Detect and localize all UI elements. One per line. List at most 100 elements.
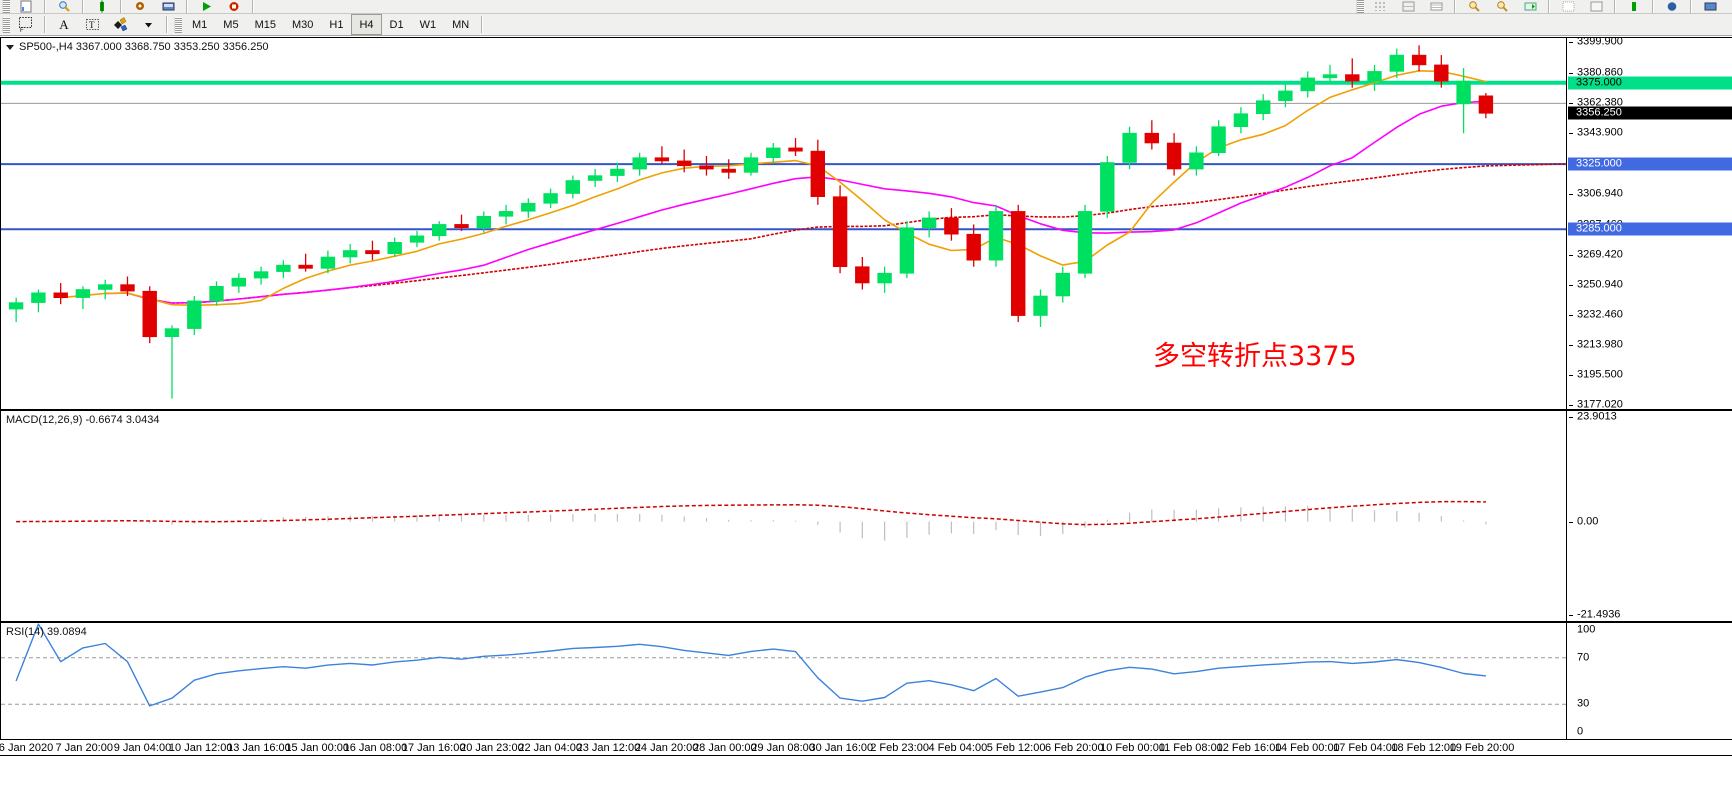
- crosshair-icon[interactable]: F: [12, 14, 40, 35]
- price-pane[interactable]: SP500-,H4 3367.000 3368.750 3353.250 335…: [0, 35, 1732, 411]
- timeframe-h1[interactable]: H1: [329, 18, 344, 31]
- collapse-arrow-icon[interactable]: [6, 44, 14, 50]
- price-scale-label: 3399.900: [1577, 35, 1623, 48]
- ohlc-icon[interactable]: [1422, 0, 1450, 13]
- price-scale-tick: [1569, 133, 1573, 135]
- stop-icon[interactable]: [220, 0, 248, 13]
- rsi-pane[interactable]: RSI(14) 39.0894 100 70 30 0: [0, 622, 1732, 740]
- bar-chart-icon[interactable]: [88, 0, 116, 13]
- macd-scale-tick: [1569, 521, 1573, 523]
- macd-scale: 23.9013 0.00 -21.4936: [1568, 411, 1732, 621]
- chart-annotation-text: 多空转折点3375: [1153, 341, 1357, 372]
- price-scale-tick: [1569, 344, 1573, 346]
- toolbar-top-row[interactable]: [0, 0, 1732, 14]
- toolbar-grip-main[interactable]: [2, 16, 10, 33]
- time-axis-label: 17 Feb 04:00: [1333, 742, 1398, 754]
- svg-text:T: T: [89, 20, 95, 30]
- macd-scale-tick: [1569, 615, 1573, 616]
- toolbar-main-row[interactable]: F A T M1 M5 M15 M30 H1 H4 D1 W1 MN: [0, 14, 1732, 36]
- timeframe-d1[interactable]: D1: [389, 18, 404, 31]
- price-plot-area[interactable]: SP500-,H4 3367.000 3368.750 3353.250 335…: [1, 38, 1567, 409]
- chart-window[interactable]: SP500-,H4 3367.000 3368.750 3353.250 335…: [0, 35, 1732, 797]
- timeframe-mn[interactable]: MN: [452, 18, 470, 31]
- expert-advisor-icon[interactable]: [126, 0, 154, 13]
- time-scale[interactable]: 6 Jan 2020 7 Jan 20:00 9 Jan 04:00 10 Jan 1…: [0, 740, 1732, 756]
- time-axis-label: 29 Jan 08:00: [751, 742, 815, 754]
- time-axis-label: 2 Feb 23:00: [870, 742, 929, 754]
- drawing-tools-icon[interactable]: [106, 14, 134, 35]
- time-axis-label: 6 Feb 20:00: [1044, 742, 1104, 754]
- toolbar-grip-timeframes[interactable]: [174, 16, 182, 33]
- price-scale-label: 3380.860: [1577, 66, 1623, 79]
- price-scale-tick: [1569, 314, 1573, 316]
- time-axis-label: 12 Feb 16:00: [1216, 742, 1282, 754]
- time-axis-label: 13 Jan 16:00: [227, 742, 291, 754]
- chevron-down-icon[interactable]: [134, 14, 162, 35]
- price-candlestick-svg: [1, 45, 1567, 399]
- window-icon[interactable]: [1696, 0, 1724, 13]
- timeframe-h4[interactable]: H4: [351, 14, 382, 35]
- chart-shift-icon[interactable]: [1554, 0, 1582, 13]
- toolbar-grip[interactable]: [2, 0, 10, 13]
- zoom-out-icon[interactable]: [1488, 0, 1516, 13]
- rsi-plot-area[interactable]: RSI(14) 39.0894: [1, 623, 1567, 739]
- properties-icon[interactable]: [154, 0, 182, 13]
- macd-scale-label: 0.00: [1577, 515, 1599, 528]
- globe-icon[interactable]: [1658, 0, 1686, 13]
- time-axis-label: 17 Jan 16:00: [401, 742, 466, 754]
- ask-price-tag: 3375.000: [1568, 76, 1732, 90]
- grid-icon[interactable]: [1394, 0, 1422, 13]
- timeframe-w1[interactable]: W1: [419, 18, 437, 31]
- price-scale-tick: [1569, 103, 1573, 105]
- indicator-icon[interactable]: [1620, 0, 1648, 13]
- time-axis-label: 14 Feb 00:00: [1274, 742, 1340, 754]
- level-tag-3325: 3325.000: [1568, 157, 1732, 171]
- macd-scale-label: -21.4936: [1577, 608, 1621, 621]
- timeframe-m1[interactable]: M1: [192, 18, 208, 31]
- time-axis-label: 16 Jan 08:00: [343, 742, 408, 754]
- price-scale-label: 3269.420: [1577, 248, 1623, 261]
- level-tag-3285: 3285.000: [1568, 222, 1732, 236]
- symbol-ohlc-label: SP500-,H4 3367.000 3368.750 3353.250 335…: [19, 41, 269, 53]
- svg-text:F: F: [20, 28, 24, 33]
- time-axis-label: 11 Feb 08:00: [1158, 742, 1223, 754]
- rsi-pane-header: RSI(14) 39.0894: [6, 626, 87, 638]
- new-chart-icon[interactable]: [12, 0, 40, 13]
- price-scale-label: 3177.020: [1577, 398, 1623, 411]
- price-scale-tick: [1569, 284, 1573, 286]
- time-axis-label: 24 Jan 20:00: [634, 742, 699, 754]
- macd-svg: [16, 500, 1487, 541]
- zoom-icon[interactable]: [50, 0, 78, 13]
- text-label-icon[interactable]: A: [59, 16, 69, 32]
- zoom-in-icon[interactable]: [1460, 0, 1488, 13]
- toolbar-grip-2[interactable]: [1356, 0, 1364, 13]
- price-scale[interactable]: 3399.900 3380.860 3362.380 3343.900 3325.000…: [1568, 35, 1732, 411]
- rsi-svg: [1, 623, 1567, 707]
- timeframe-m5[interactable]: M5: [223, 18, 239, 31]
- period-separator-icon[interactable]: [1366, 0, 1394, 13]
- rsi-scale-label: 100: [1577, 623, 1596, 636]
- text-object-icon[interactable]: T: [78, 14, 106, 35]
- time-axis-label: 15 Jan 00:00: [285, 742, 349, 754]
- time-axis-label: 7 Jan 20:00: [55, 742, 113, 754]
- timeframe-m15[interactable]: M15: [254, 18, 276, 31]
- price-scale-tick: [1569, 73, 1573, 75]
- template-icon[interactable]: [1582, 0, 1610, 13]
- time-axis-label: 23 Jan 12:00: [576, 742, 641, 754]
- time-axis-label: 4 Feb 04:00: [928, 742, 988, 754]
- time-axis-label: 28 Jan 00:00: [693, 742, 757, 754]
- timeframe-m30[interactable]: M30: [291, 18, 314, 31]
- macd-plot-area[interactable]: MACD(12,26,9) -0.6674 3.0434: [1, 411, 1567, 621]
- status-bar: [0, 757, 1732, 797]
- macd-pane[interactable]: MACD(12,26,9) -0.6674 3.0434 23.9013 0.00…: [0, 410, 1732, 622]
- autoscroll-icon[interactable]: [1516, 0, 1544, 13]
- price-scale-label: 3195.500: [1577, 368, 1623, 381]
- price-scale-label: 3343.900: [1577, 126, 1623, 139]
- bid-price-tag: 3356.250: [1568, 106, 1732, 120]
- time-axis-label: 5 Feb 12:00: [986, 742, 1046, 754]
- play-icon[interactable]: [192, 0, 220, 13]
- macd-pane-header: MACD(12,26,9) -0.6674 3.0434: [6, 414, 160, 426]
- price-scale-tick: [1569, 254, 1573, 256]
- price-scale-label: 3232.460: [1577, 308, 1623, 321]
- price-scale-tick: [1569, 405, 1573, 407]
